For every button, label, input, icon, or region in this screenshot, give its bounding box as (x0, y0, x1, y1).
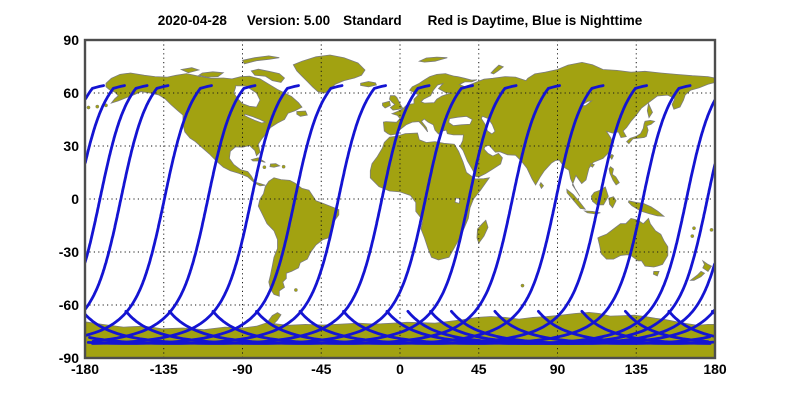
title-product: Standard (343, 13, 402, 28)
island-aleutian-2 (95, 104, 100, 109)
land-baffin-island (250, 68, 286, 83)
night-track-5 (86, 84, 710, 345)
y-tick--60: -60 (59, 297, 79, 313)
y-tick-90: 90 (63, 32, 79, 48)
title-legend: Red is Daytime, Blue is Nighttime (427, 13, 643, 28)
island-jamaica (262, 165, 267, 170)
x-tick-45: 45 (471, 361, 487, 377)
lake-great-lakes (243, 113, 267, 124)
night-track-3 (91, 84, 715, 345)
x-tick--90: -90 (232, 361, 252, 377)
island-vanuatu (692, 226, 696, 231)
y-tick-30: 30 (63, 138, 79, 154)
x-tick-0: 0 (396, 361, 404, 377)
land-ellesmere-island (241, 55, 280, 65)
land-philippines (608, 166, 620, 186)
island-fiji (709, 228, 714, 232)
land-greenland (292, 54, 366, 94)
y-tick--90: -90 (59, 350, 79, 366)
land-sumatra (566, 188, 587, 210)
land-ireland (382, 100, 391, 109)
small-islands (86, 103, 714, 292)
night-track-15 (85, 84, 715, 345)
x-tick--180: -180 (71, 361, 99, 377)
night-track-10 (211, 84, 561, 345)
lake-baltic-sea (420, 82, 453, 104)
lake-polygons (233, 82, 593, 204)
x-tick-90: 90 (550, 361, 566, 377)
land-eurasia (382, 61, 715, 197)
land-iceland (360, 81, 377, 88)
land-sri-lanka (539, 181, 545, 190)
land-sakhalin (646, 102, 653, 119)
island-aleutian-1 (86, 105, 91, 110)
x-tick--45: -45 (311, 361, 331, 377)
x-axis-tick-labels: -180 -135 -90 -45 0 45 90 135 180 (71, 361, 727, 377)
land-great-britain (389, 95, 404, 111)
night-track-6 (88, 84, 715, 345)
title-version: Version: 5.00 (246, 13, 331, 28)
land-tasmania (652, 271, 660, 277)
nighttime-orbit-tracks (85, 84, 715, 345)
island-falkland (294, 288, 298, 292)
night-track-11 (255, 84, 605, 345)
night-track-8 (124, 84, 474, 345)
land-new-zealand-south (689, 270, 706, 281)
land-new-zealand-north (701, 259, 713, 272)
x-tick--135: -135 (150, 361, 178, 377)
land-novaya-zemlya (490, 64, 505, 75)
land-sulawesi (608, 196, 617, 209)
night-track-9 (168, 84, 518, 345)
land-victoria-island (197, 71, 225, 78)
island-kerguelen (520, 283, 525, 288)
land-africa (369, 132, 491, 261)
y-axis-tick-labels: 90 60 30 0 -30 -60 -90 (59, 32, 79, 366)
y-tick-0: 0 (71, 191, 79, 207)
y-tick--30: -30 (59, 244, 79, 260)
island-new-caledonia (690, 234, 695, 238)
land-japan (626, 119, 656, 145)
x-tick-135: 135 (625, 361, 649, 377)
lake-black-sea (448, 115, 473, 127)
land-hainan (589, 163, 595, 168)
land-newfoundland (296, 110, 308, 117)
night-track-4 (91, 84, 712, 345)
title-date: 2020-04-28 (157, 13, 227, 28)
land-taiwan (609, 153, 614, 161)
land-banks-island (179, 67, 201, 74)
chart-title: 2020-04-28 Version: 5.00 Standard Red is… (0, 13, 800, 28)
x-tick-180: 180 (703, 361, 727, 377)
night-track-12 (298, 84, 648, 345)
y-tick-60: 60 (63, 85, 79, 101)
night-track-13 (342, 84, 692, 345)
lake-lake-victoria (454, 197, 461, 204)
land-hispaniola (269, 163, 281, 168)
map-content (85, 40, 715, 358)
land-svalbard (417, 56, 448, 63)
plot-frame (83, 38, 717, 360)
island-puerto-rico (281, 164, 286, 169)
land-madagascar (476, 219, 489, 245)
land-cuba (250, 157, 266, 163)
